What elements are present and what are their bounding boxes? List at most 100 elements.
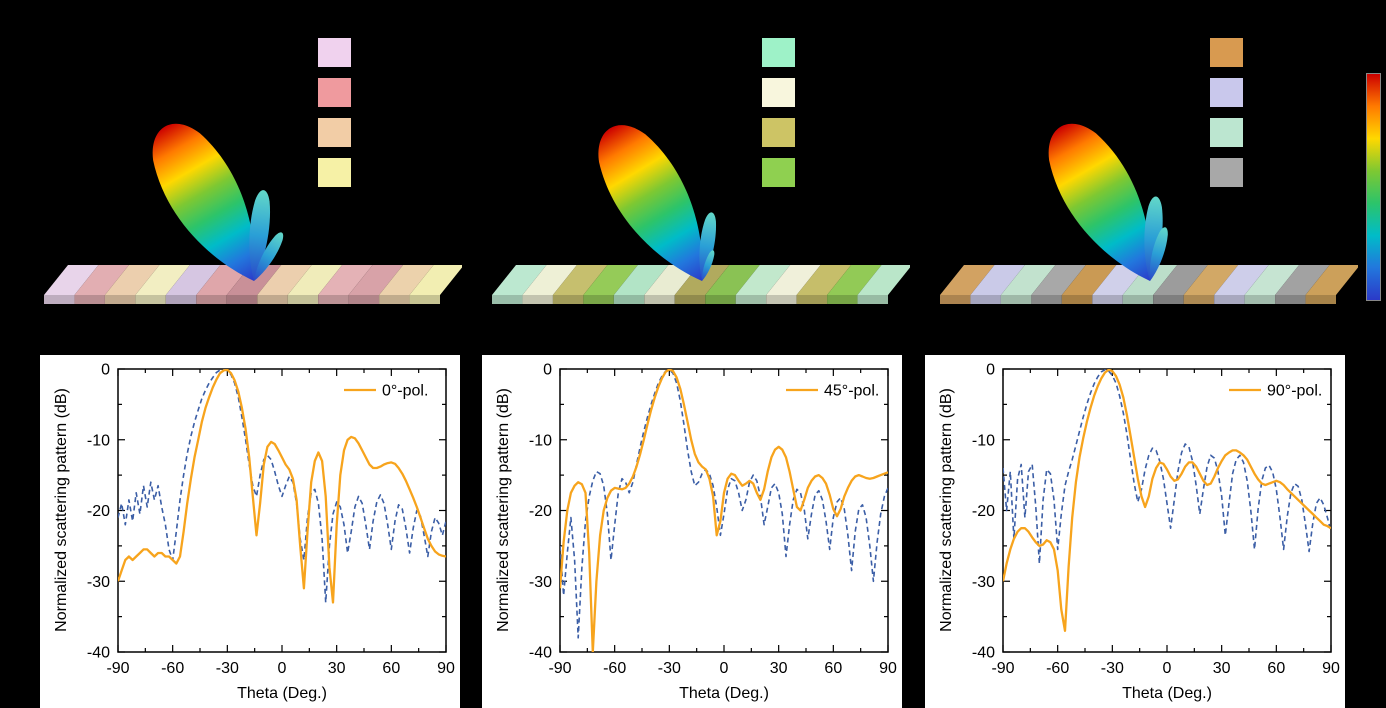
plane-stripe bbox=[613, 265, 669, 295]
plane-front-stripe bbox=[857, 295, 888, 304]
plane-stripe bbox=[196, 265, 251, 295]
colorbar bbox=[1366, 73, 1381, 301]
legend-swatch bbox=[762, 118, 795, 147]
plane-front-stripe bbox=[1031, 295, 1062, 304]
plane-stripe bbox=[379, 265, 434, 295]
x-tick-label: -90 bbox=[991, 660, 1014, 677]
plane-stripe bbox=[1244, 265, 1300, 295]
legend-label: 45°-pol. bbox=[824, 383, 879, 400]
beam-legend-1 bbox=[762, 38, 795, 187]
x-tick-label: 60 bbox=[382, 660, 400, 677]
plane-front-stripe bbox=[1122, 295, 1154, 304]
legend-swatch bbox=[318, 158, 351, 187]
legend-swatch bbox=[1210, 38, 1243, 67]
plane-stripe bbox=[1000, 265, 1056, 295]
main-beam-lobe bbox=[598, 125, 703, 281]
x-tick-label: -30 bbox=[1101, 660, 1124, 677]
plane-stripe bbox=[940, 265, 995, 295]
x-tick-label: -90 bbox=[548, 660, 571, 677]
beam-svg-2 bbox=[940, 123, 1358, 304]
metasurface-plane bbox=[44, 265, 462, 304]
plane-stripe bbox=[583, 265, 638, 295]
plane-front-stripe bbox=[552, 295, 584, 304]
plane-front-stripe bbox=[735, 295, 767, 304]
plane-front-stripe bbox=[165, 295, 197, 304]
beam-lobes bbox=[1048, 123, 1168, 281]
legend-swatch bbox=[762, 38, 795, 67]
x-axis-label: Theta (Deg.) bbox=[1122, 685, 1212, 702]
plane-stripe bbox=[857, 265, 910, 295]
plane-stripe bbox=[257, 265, 312, 295]
legend-swatch bbox=[1210, 78, 1243, 107]
x-tick-label: -60 bbox=[161, 660, 184, 677]
series-line-dashed bbox=[560, 369, 888, 639]
axis-ticks bbox=[1002, 368, 1332, 653]
plane-stripe bbox=[1092, 265, 1147, 295]
plane-front-stripe bbox=[1214, 295, 1245, 304]
y-tick-label: -10 bbox=[972, 432, 995, 449]
plane-front-stripe bbox=[1000, 295, 1032, 304]
plane-front-shade bbox=[44, 295, 440, 304]
main-beam-lobe bbox=[152, 123, 255, 281]
y-tick-label: -30 bbox=[972, 574, 995, 591]
y-tick-label: -30 bbox=[529, 574, 552, 591]
plane-stripe bbox=[1305, 265, 1358, 295]
beam-legend-2 bbox=[1210, 38, 1243, 187]
plane-front-stripe bbox=[196, 295, 227, 304]
x-tick-label: -30 bbox=[658, 660, 681, 677]
legend-swatch bbox=[318, 78, 351, 107]
plane-front-stripe bbox=[379, 295, 410, 304]
legend-swatch bbox=[318, 38, 351, 67]
plane-stripe bbox=[766, 265, 821, 295]
plane-stripe bbox=[287, 265, 343, 295]
plane-front-stripe bbox=[409, 295, 440, 304]
plane-front-stripe bbox=[940, 295, 971, 304]
chart-svg-2: -90 -60 -30 0 30 60 90 0 -10 -20 -30 -40 90°-pol. bbox=[972, 362, 1340, 678]
plane-stripe bbox=[1031, 265, 1086, 295]
metasurface-plane bbox=[940, 265, 1358, 304]
main-beam-lobe bbox=[1048, 123, 1151, 281]
plane-front-stripe bbox=[44, 295, 75, 304]
y-axis-label: Normalized scattering pattern (dB) bbox=[53, 388, 70, 632]
legend-swatch bbox=[1210, 118, 1243, 147]
y-tick-label: -40 bbox=[972, 645, 995, 662]
y-tick-label: 0 bbox=[543, 362, 552, 379]
series-line-solid bbox=[118, 369, 446, 604]
x-tick-label: -60 bbox=[1046, 660, 1069, 677]
plane-front-stripe bbox=[583, 295, 614, 304]
y-axis-label: Normalized scattering pattern (dB) bbox=[938, 388, 955, 632]
plane-front-stripe bbox=[766, 295, 797, 304]
x-tick-label: 60 bbox=[824, 660, 842, 677]
legend-swatch bbox=[762, 158, 795, 187]
axis-ticks bbox=[117, 368, 447, 653]
plane-front-stripe bbox=[522, 295, 553, 304]
plane-stripe bbox=[735, 265, 791, 295]
plane-stripe bbox=[409, 265, 462, 295]
x-tick-label: 30 bbox=[1213, 660, 1231, 677]
side-lobe bbox=[701, 250, 715, 281]
plane-stripe bbox=[1214, 265, 1269, 295]
plane-front-stripe bbox=[1153, 295, 1184, 304]
chart-svg-0: -90 -60 -30 0 30 60 90 0 -10 -20 -30 -40 0°-pol. bbox=[87, 362, 455, 678]
plane-stripe bbox=[348, 265, 404, 295]
plane-stripe bbox=[135, 265, 190, 295]
side-lobe bbox=[699, 212, 716, 281]
plane-stripe bbox=[970, 265, 1025, 295]
plane-front-stripe bbox=[827, 295, 858, 304]
x-axis-label: Theta (Deg.) bbox=[679, 685, 769, 702]
legend-label: 0°-pol. bbox=[382, 383, 428, 400]
x-tick-label: -90 bbox=[106, 660, 129, 677]
plane-stripe bbox=[827, 265, 882, 295]
y-tick-label: 0 bbox=[101, 362, 110, 379]
plane-front-stripe bbox=[1244, 295, 1276, 304]
x-tick-label: 0 bbox=[1163, 660, 1172, 677]
plane-front-stripe bbox=[492, 295, 523, 304]
plane-stripe bbox=[644, 265, 699, 295]
plane-stripe bbox=[44, 265, 99, 295]
plane-stripe bbox=[522, 265, 577, 295]
plane-front-shade bbox=[492, 295, 888, 304]
chart-svg-1: -90 -60 -30 0 30 60 90 0 -10 -20 -30 -40 45°-pol. bbox=[529, 362, 897, 678]
beam-svg-0 bbox=[44, 123, 462, 304]
plane-stripe bbox=[796, 265, 852, 295]
y-axis-label: Normalized scattering pattern (dB) bbox=[495, 388, 512, 632]
